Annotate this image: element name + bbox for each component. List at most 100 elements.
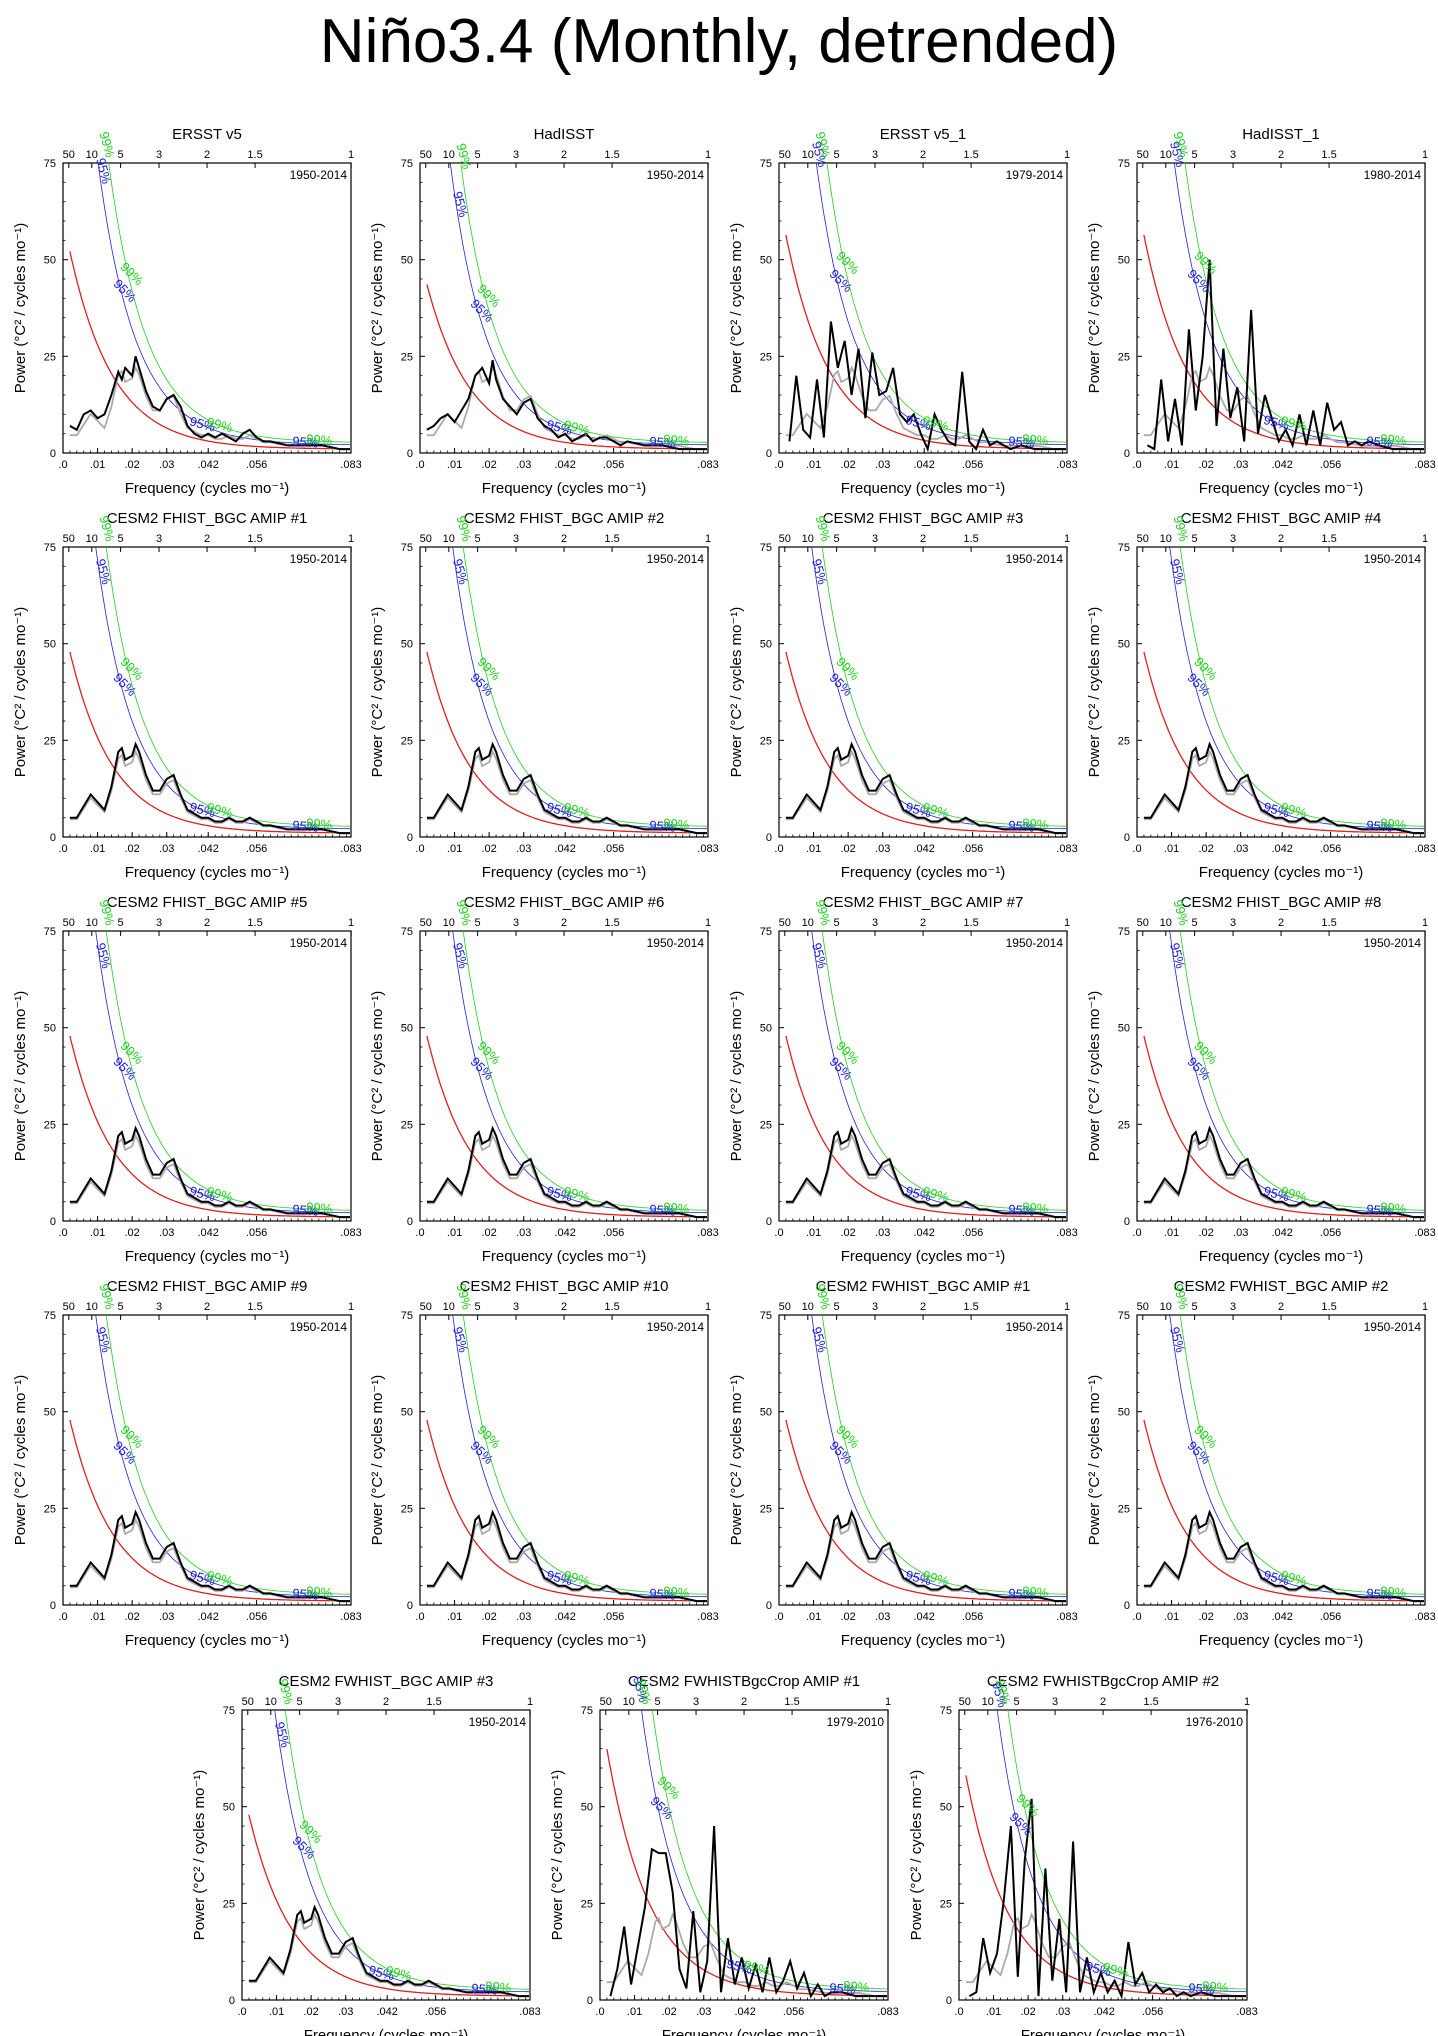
x-tick-label: .042 bbox=[913, 1611, 934, 1623]
y-tick-label: 50 bbox=[401, 639, 413, 651]
ci99-label: 99% bbox=[96, 130, 117, 159]
x-tick-label: .03 bbox=[1233, 843, 1248, 855]
spectrum-line bbox=[69, 1125, 350, 1219]
y-axis-label: Power (°C² / cycles mo⁻¹) bbox=[12, 223, 29, 394]
period-tick-label: 5 bbox=[834, 1301, 840, 1313]
ci99-label: 99% bbox=[96, 898, 117, 927]
y-tick-label: 50 bbox=[44, 639, 56, 651]
ci99-label: 99% bbox=[562, 417, 591, 438]
y-tick-label: 0 bbox=[766, 1600, 772, 1612]
x-tick-label: .02 bbox=[1198, 459, 1213, 471]
period-tick-label: 50 bbox=[420, 533, 432, 545]
period-label: 1950-2014 bbox=[647, 936, 705, 950]
period-tick-label: 5 bbox=[1192, 149, 1198, 161]
red-noise-line bbox=[785, 234, 1066, 450]
ci95-label: 95% bbox=[188, 1567, 217, 1588]
x-axis-label: Frequency (cycles mo⁻¹) bbox=[1199, 1632, 1364, 1649]
ci99-line bbox=[462, 931, 707, 1211]
red-noise-line bbox=[69, 1035, 351, 1218]
panel-title: ERSST v5 bbox=[172, 126, 242, 143]
spectrum-line bbox=[968, 1798, 1246, 2000]
x-tick-label: .056 bbox=[1320, 843, 1341, 855]
y-tick-label: 75 bbox=[581, 1705, 593, 1717]
x-tick-label: .056 bbox=[1142, 2006, 1163, 2018]
x-tick-label: .0 bbox=[774, 1611, 783, 1623]
red-noise-line bbox=[1143, 1035, 1425, 1218]
x-tick-label: .0 bbox=[415, 459, 424, 471]
x-tick-label: .083 bbox=[1056, 1611, 1077, 1623]
period-tick-label: 1 bbox=[705, 533, 711, 545]
period-tick-label: 3 bbox=[513, 1301, 519, 1313]
period-tick-label: 2 bbox=[204, 1301, 210, 1313]
y-tick-label: 25 bbox=[760, 735, 772, 747]
ci95-label: 95% bbox=[367, 1962, 396, 1983]
ci95-label: 95% bbox=[93, 1325, 114, 1354]
panel-title: ERSST v5_1 bbox=[880, 126, 966, 143]
period-tick-label: 1 bbox=[348, 149, 354, 161]
x-axis-label: Frequency (cycles mo⁻¹) bbox=[841, 1248, 1006, 1265]
ci99-line bbox=[108, 163, 350, 443]
y-tick-label: 25 bbox=[581, 1898, 593, 1910]
period-tick-label: 5 bbox=[475, 917, 481, 929]
x-tick-label: .083 bbox=[1414, 459, 1435, 471]
panel-title: HadISST_1 bbox=[1242, 126, 1320, 143]
y-tick-label: 50 bbox=[940, 1802, 952, 1814]
ci95-label: 95% bbox=[1008, 1586, 1036, 1603]
ci95-line bbox=[95, 931, 350, 1214]
ci95-label: 95% bbox=[809, 140, 830, 169]
period-label: 1950-2014 bbox=[290, 552, 348, 566]
y-axis-label: Power (°C² / cycles mo⁻¹) bbox=[728, 223, 745, 394]
y-tick-label: 25 bbox=[940, 1898, 952, 1910]
ci95-label: 95% bbox=[904, 412, 933, 433]
y-tick-label: 0 bbox=[1124, 1216, 1130, 1228]
ci99-label: 99% bbox=[306, 431, 334, 448]
x-tick-label: .042 bbox=[554, 459, 575, 471]
x-axis-label: Frequency (cycles mo⁻¹) bbox=[1199, 1248, 1364, 1265]
spectrum-panel: HadISST 1950-2014 50 10 5 3 2 1.5 1 .0 .01 .02 .03 .0… bbox=[369, 126, 719, 497]
x-tick-label: .042 bbox=[1271, 843, 1292, 855]
x-tick-label: .03 bbox=[1055, 2006, 1070, 2018]
y-axis-label: Power (°C² / cycles mo⁻¹) bbox=[1086, 607, 1103, 778]
ci95-label: 95% bbox=[1188, 1980, 1216, 1997]
curves-group bbox=[785, 163, 1067, 453]
period-tick-label: 5 bbox=[1192, 917, 1198, 929]
plot-frame bbox=[1136, 546, 1426, 838]
y-tick-label: 75 bbox=[401, 542, 413, 554]
period-label: 1950-2014 bbox=[647, 552, 705, 566]
x-tick-label: .042 bbox=[554, 843, 575, 855]
ci95-label: 95% bbox=[649, 818, 677, 835]
curves-group bbox=[1143, 547, 1425, 835]
y-tick-label: 50 bbox=[760, 1023, 772, 1035]
period-tick-label: 2 bbox=[561, 917, 567, 929]
period-tick-label: 5 bbox=[834, 149, 840, 161]
x-tick-label: .03 bbox=[159, 1227, 174, 1239]
red-noise-line bbox=[248, 1814, 530, 1997]
red-noise-line bbox=[426, 284, 707, 450]
ci95-line bbox=[1169, 1315, 1424, 1598]
x-tick-label: .03 bbox=[696, 2006, 711, 2018]
period-tick-label: 2 bbox=[561, 1301, 567, 1313]
y-tick-label: 25 bbox=[760, 1503, 772, 1515]
y-tick-label: 0 bbox=[1124, 1600, 1130, 1612]
curves-group bbox=[785, 931, 1067, 1219]
period-tick-label: 3 bbox=[693, 1696, 699, 1708]
ci95-label: 95% bbox=[1366, 433, 1394, 450]
y-tick-label: 0 bbox=[766, 1216, 772, 1228]
ci99-label: 99% bbox=[96, 514, 117, 543]
panel-title: CESM2 FWHISTBgcCrop AMIP #2 bbox=[987, 1673, 1219, 1690]
y-axis-label: Power (°C² / cycles mo⁻¹) bbox=[369, 607, 386, 778]
period-tick-label: 1 bbox=[1244, 1696, 1250, 1708]
x-tick-label: .042 bbox=[197, 459, 218, 471]
ci99-label: 99% bbox=[1022, 1583, 1050, 1600]
x-tick-label: .02 bbox=[481, 1227, 496, 1239]
ci95-label: 95% bbox=[1084, 1958, 1113, 1979]
x-tick-label: .02 bbox=[303, 2006, 318, 2018]
x-tick-label: .0 bbox=[1132, 1227, 1141, 1239]
ci99-label: 99% bbox=[1279, 800, 1308, 821]
period-tick-label: 2 bbox=[1100, 1696, 1106, 1708]
period-tick-label: 5 bbox=[475, 1301, 481, 1313]
spectrum-line bbox=[785, 1125, 1066, 1219]
